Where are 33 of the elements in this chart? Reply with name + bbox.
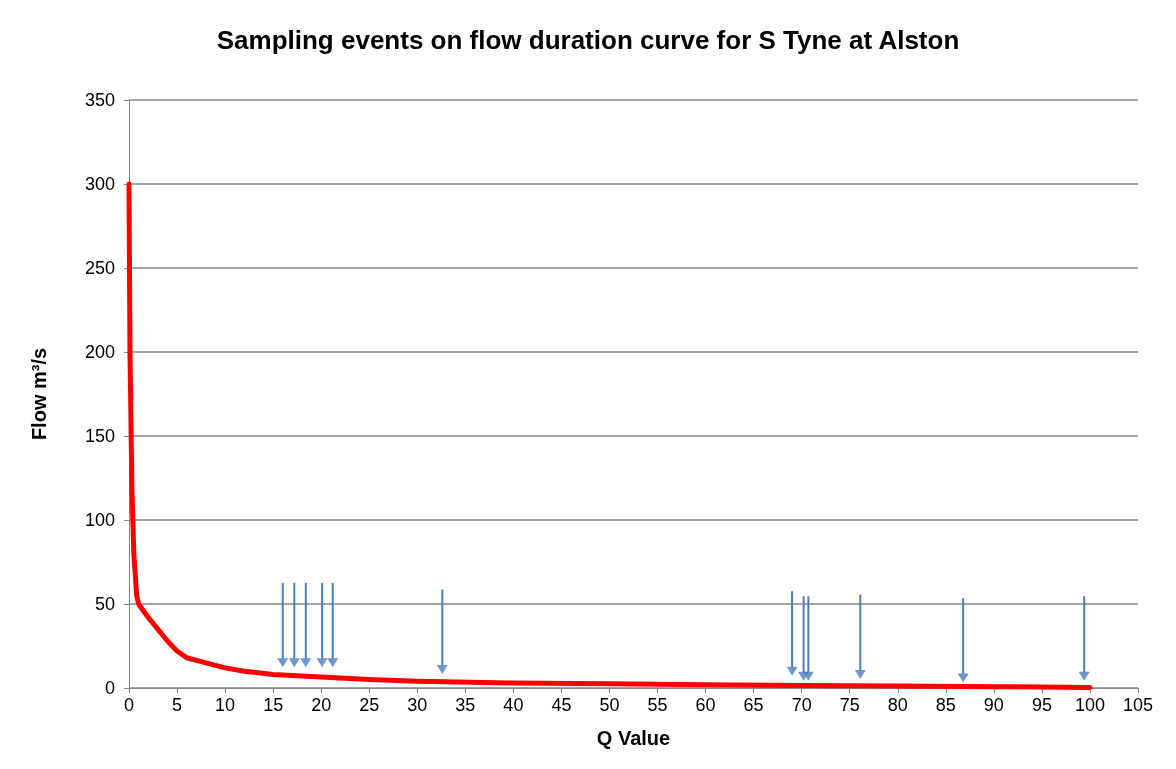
x-tick-label: 80 (887, 695, 908, 715)
x-tick-label: 15 (263, 695, 284, 715)
x-tick-label: 35 (455, 695, 476, 715)
x-tick-label: 50 (599, 695, 620, 715)
x-tick-label: 5 (172, 695, 183, 715)
x-tick-label: 45 (551, 695, 572, 715)
x-tick-label: 100 (1074, 695, 1105, 715)
y-tick-label: 100 (84, 510, 115, 530)
x-tick-label: 30 (407, 695, 428, 715)
y-tick-label: 300 (84, 174, 115, 194)
y-tick-label: 150 (84, 426, 115, 446)
chart-title: Sampling events on flow duration curve for S Tyne at Alston (216, 25, 960, 55)
x-tick-label: 90 (983, 695, 1004, 715)
x-tick-label: 10 (215, 695, 236, 715)
x-tick-label: 20 (311, 695, 332, 715)
x-tick-label: 75 (839, 695, 860, 715)
x-tick-label: 105 (1122, 695, 1154, 715)
y-tick-label: 200 (84, 342, 115, 362)
y-tick-label: 350 (84, 90, 115, 110)
x-tick-label: 65 (743, 695, 764, 715)
x-tick-label: 55 (647, 695, 668, 715)
x-tick-label: 95 (1031, 695, 1052, 715)
y-tick-label: 50 (94, 594, 115, 614)
x-tick-label: 85 (935, 695, 956, 715)
x-tick-label: 60 (695, 695, 716, 715)
y-tick-label: 0 (104, 678, 115, 698)
y-axis-title: Flow m³/s (28, 347, 50, 441)
y-tick-label: 250 (84, 258, 115, 278)
x-tick-label: 25 (359, 695, 380, 715)
x-tick-label: 70 (791, 695, 812, 715)
x-tick-label: 0 (123, 695, 135, 715)
x-tick-label: 40 (503, 695, 524, 715)
x-axis-title: Q Value (596, 727, 671, 749)
